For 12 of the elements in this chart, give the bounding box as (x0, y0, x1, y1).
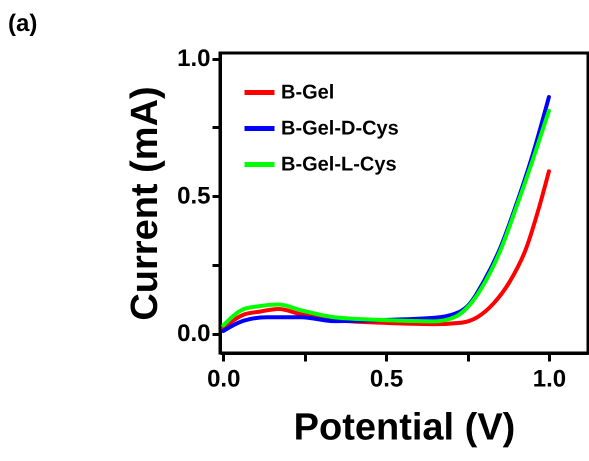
y-tick-label: 0.5 (177, 182, 210, 210)
text: (a) (8, 10, 38, 38)
x-tick-label: 0.5 (370, 366, 404, 392)
x-tick-label: 1.0 (532, 366, 566, 392)
legend-label: B-Gel-L-Cys (281, 154, 397, 176)
legend-label: B-Gel-D-Cys (281, 118, 399, 140)
y-axis-title: Current (mA) (124, 86, 166, 321)
x-axis-title: Potential (V) (294, 406, 516, 448)
y-tick-label: 0.0 (177, 320, 210, 348)
x-tick-label: 0.0 (207, 366, 240, 392)
legend-label: B-Gel (281, 82, 334, 104)
y-tick-label: 1.0 (177, 45, 210, 72)
